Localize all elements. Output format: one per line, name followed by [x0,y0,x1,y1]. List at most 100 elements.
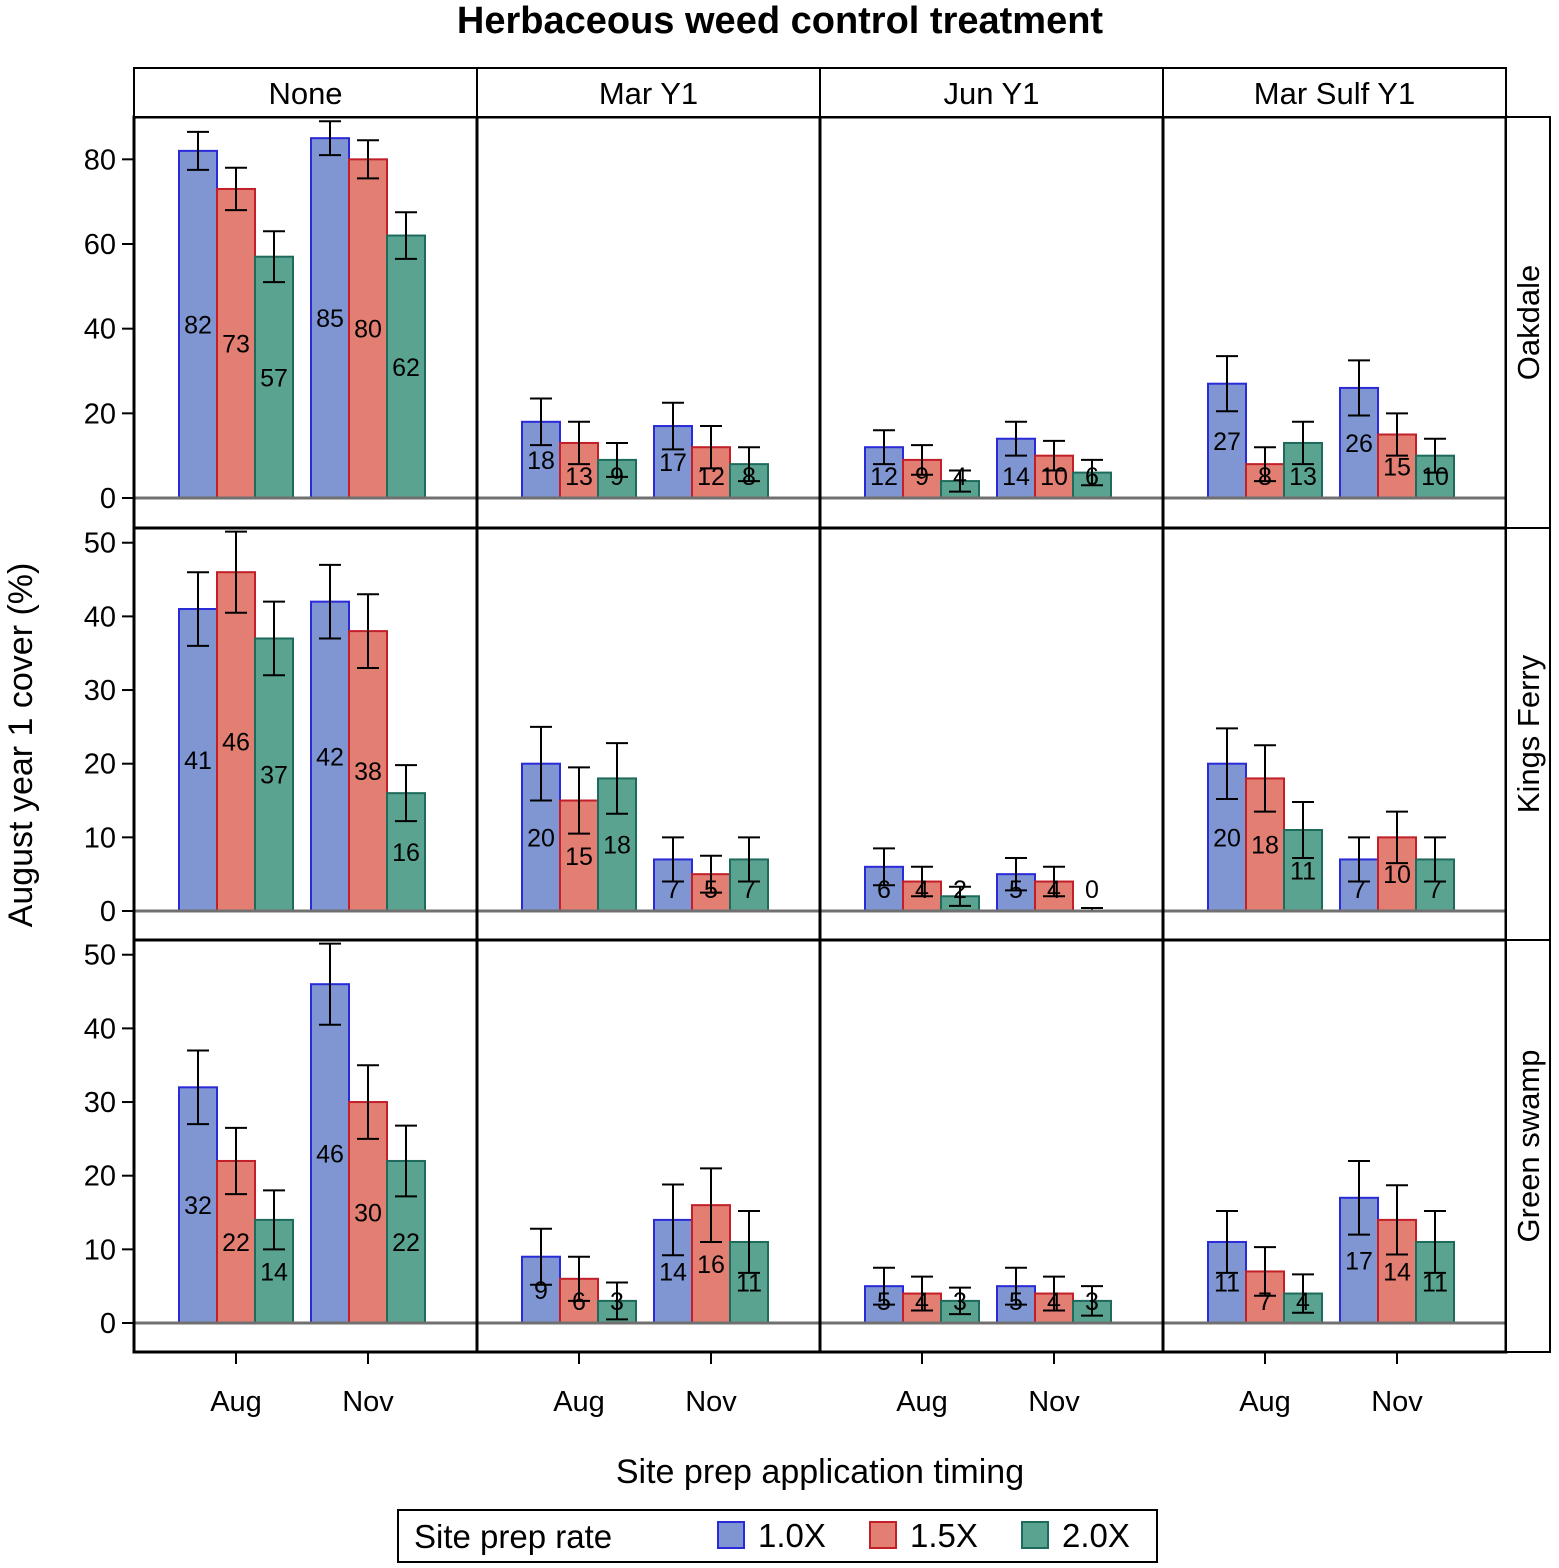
legend-swatch [717,1521,745,1549]
row-strip-label: Kings Ferry [1511,654,1546,813]
data-label: 27 [1213,428,1241,456]
data-label: 4 [915,1288,929,1316]
data-label: 16 [392,839,420,867]
y-tick-label: 60 [84,229,116,261]
data-label: 7 [666,876,680,904]
data-label: 26 [1345,430,1373,458]
legend-swatch [869,1521,897,1549]
data-label: 11 [1422,1269,1448,1297]
data-label: 46 [316,1141,344,1169]
data-label: 18 [603,832,631,860]
data-label: 6 [877,876,891,904]
column-strip [819,67,1164,118]
bar [653,858,693,913]
legend-entry: 1.5X [910,1517,978,1554]
y-tick-label: 40 [84,1013,116,1045]
bar [216,571,256,912]
column-strips: None Mar Y1 Jun Y1 Mar Sulf Y1 [133,67,1507,118]
y-tick-label: 30 [84,1087,116,1119]
data-label: 7 [742,876,756,904]
data-label: 5 [704,876,718,904]
row-strips: Oakdale Kings Ferry Green swamp [1505,116,1551,1353]
data-label: 46 [222,729,250,757]
data-label: 20 [527,824,555,852]
legend: Site prep rate 1.0X 1.5X 2.0X [397,1509,1158,1563]
x-tick-label: Nov [1028,1386,1080,1418]
data-label: 8 [1258,463,1272,491]
data-label: 18 [527,447,555,475]
x-tick-label: Nov [685,1386,737,1418]
data-label: 82 [184,311,212,339]
y-tick-label: 0 [100,1308,116,1340]
y-tick-label: 20 [84,398,116,430]
y-tick-label: 10 [84,822,116,854]
row-strip [1505,527,1551,941]
y-axis: 0 20 40 60 80 0 10 20 30 40 50 0 10 20 30 40 50 [84,144,134,1340]
y-tick-label: 40 [84,314,116,346]
row-strip-label: Green swamp [1511,1050,1546,1243]
data-label: 37 [260,762,288,790]
data-label: 22 [222,1229,250,1257]
y-tick-label: 0 [100,896,116,928]
chart-title: Herbaceous weed control treatment [457,0,1104,42]
data-label: 57 [260,364,288,392]
column-strip [1162,67,1507,118]
data-label: 9 [534,1277,548,1305]
data-label: 5 [877,1288,891,1316]
data-label: 80 [354,316,382,344]
data-label: 30 [354,1200,382,1228]
bar [178,149,218,499]
data-label: 11 [1290,857,1316,885]
data-label: 6 [572,1288,586,1316]
data-label: 6 [1085,463,1099,491]
x-tick-label: Aug [210,1386,262,1418]
data-label: 4 [1047,876,1061,904]
y-tick-label: 20 [84,749,116,781]
data-label: 3 [1085,1288,1099,1316]
data-label: 4 [953,463,967,491]
data-label: 12 [697,463,725,491]
column-strip-label: Jun Y1 [944,76,1040,111]
data-label: 41 [184,747,212,775]
x-tick-label: Nov [1371,1386,1423,1418]
column-strip-label: None [268,76,342,111]
y-tick-label: 80 [84,144,116,176]
y-tick-label: 40 [84,601,116,633]
y-axis-label: August year 1 cover (%) [2,563,40,928]
data-label: 15 [565,843,593,871]
data-label: 14 [1002,463,1030,491]
data-label: 62 [392,354,420,382]
data-label: 5 [1009,1288,1023,1316]
data-label: 3 [953,1288,967,1316]
y-tick-label: 20 [84,1161,116,1193]
data-label: 38 [354,758,382,786]
row-strip-label: Oakdale [1511,265,1546,380]
data-label: 11 [736,1269,762,1297]
data-label: 4 [1296,1288,1310,1316]
data-label: 4 [915,876,929,904]
column-strip-label: Mar Y1 [599,76,698,111]
bar [386,234,426,500]
y-tick-label: 30 [84,675,116,707]
data-label: 7 [1258,1288,1272,1316]
data-label: 5 [1009,876,1023,904]
legend-swatch [1021,1521,1049,1549]
data-label: 0 [1085,876,1099,904]
data-label: 14 [659,1258,687,1286]
legend-entry: 1.0X [758,1517,826,1554]
data-label: 12 [870,463,898,491]
data-label: 13 [565,463,593,491]
legend-title: Site prep rate [414,1518,612,1555]
data-label: 15 [1383,453,1411,481]
x-axis-label: Site prep application timing [616,1453,1024,1491]
data-label: 4 [1047,1288,1061,1316]
data-label: 17 [659,449,687,477]
data-label: 17 [1345,1247,1373,1275]
data-label: 14 [260,1258,288,1286]
data-label: 3 [610,1288,624,1316]
y-tick-label: 50 [84,940,116,972]
bar [386,1159,426,1325]
x-axis: Aug Nov Aug Nov Aug Nov Aug Nov [210,1352,1423,1418]
